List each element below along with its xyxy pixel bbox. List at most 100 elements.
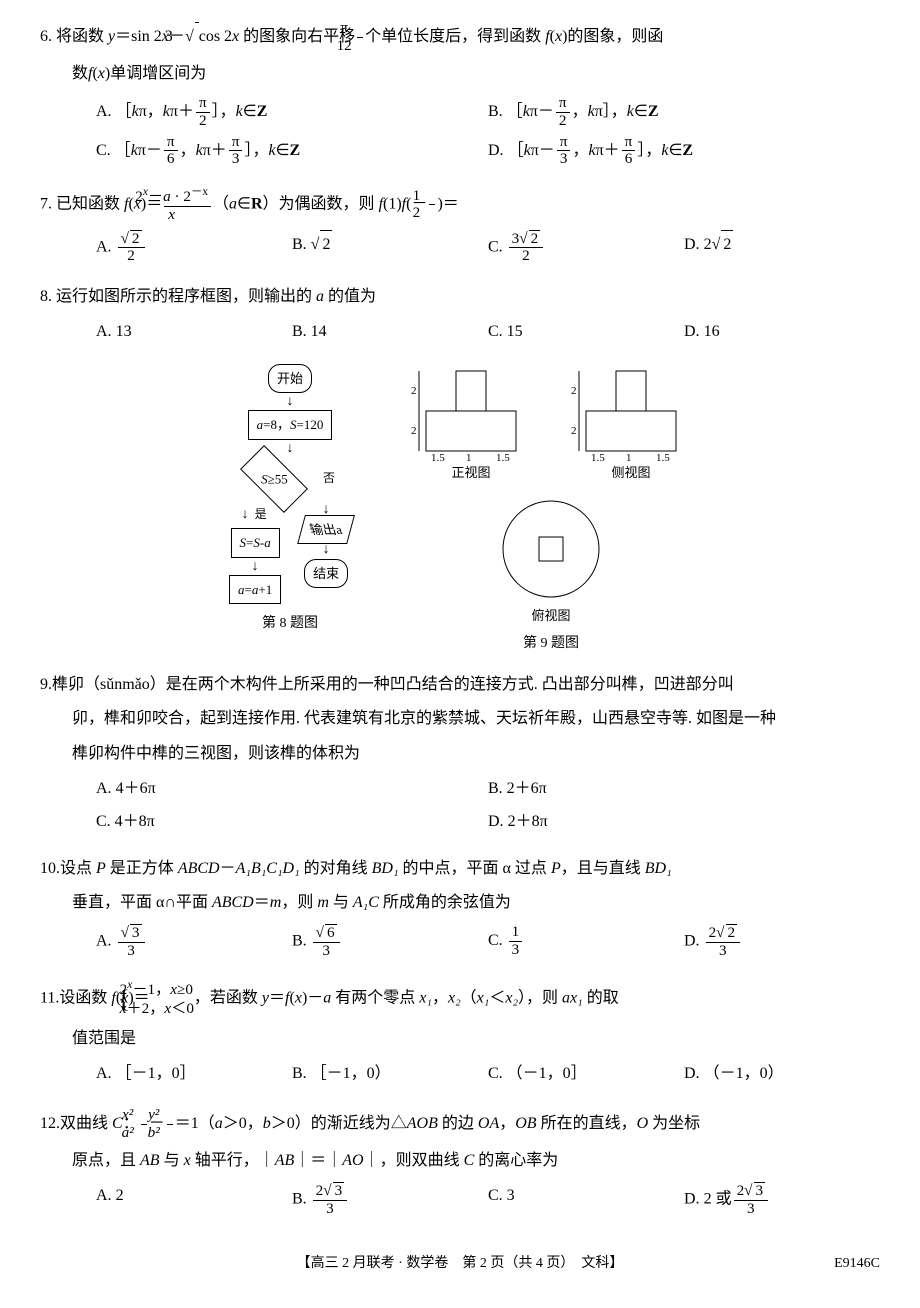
den: 3	[229, 151, 243, 168]
q12-option-a: A. 2	[96, 1182, 292, 1217]
flowchart-output: 输出a	[297, 515, 355, 544]
den: 3	[734, 1201, 769, 1218]
flowchart-start: 开始	[268, 364, 312, 393]
text: ，	[180, 142, 196, 159]
arrow-down-icon: ↓	[323, 504, 330, 515]
num: 22	[706, 924, 741, 943]
var-ab: AB	[275, 1152, 295, 1169]
fraction: π2	[196, 95, 210, 129]
var-c: C	[464, 1152, 475, 1169]
flowchart-condition: S≥55	[240, 445, 308, 513]
set-z: Z	[682, 142, 693, 159]
num: y²	[167, 1107, 173, 1125]
option-label: C.	[488, 932, 503, 949]
var-m: m	[317, 894, 329, 911]
cube-a1b1c1d1: A₁B₁C₁D₁	[236, 860, 300, 877]
text: 轴平行，｜	[191, 1152, 275, 1169]
den: 2	[509, 248, 544, 265]
var-k: k	[196, 142, 203, 159]
q8-option-c: C. 15	[488, 318, 684, 347]
var-x1: x₁	[419, 989, 432, 1006]
text: 2	[704, 236, 712, 253]
sqrt: 3	[333, 1182, 345, 1200]
var-k: k	[524, 142, 531, 159]
text: 将函数	[56, 28, 108, 45]
num: π	[556, 95, 570, 113]
den: 3	[509, 942, 523, 959]
q11-option-a: A. ［－1，0］	[96, 1060, 292, 1089]
option-label: D.	[684, 1065, 700, 1082]
q10-stem-line1: 10.设点 P 是正方体 ABCD－A₁B₁C₁D₁ 的对角线 BD₁ 的中点，…	[40, 855, 880, 884]
text: －1，	[132, 981, 170, 998]
var-f: f	[545, 28, 549, 45]
text: 垂直，平面 α∩平面	[72, 894, 212, 911]
arrow-down-icon: ↓	[252, 561, 259, 572]
flowchart-init: a=8，S=120	[248, 410, 333, 439]
view-pair: 2 2 1.5 1 1.5 正视图 2	[411, 361, 691, 484]
var-x: x	[184, 1152, 191, 1169]
q8-option-b: B. 14	[292, 318, 488, 347]
var-k: k	[132, 103, 139, 120]
radical-icon	[316, 924, 324, 941]
q11-option-d: D. （－1，0）	[684, 1060, 880, 1089]
var-x2: x₂	[505, 989, 518, 1006]
q9-options: A. 4＋6π B. 2＋6π C. 4＋8π D. 2＋8π	[40, 775, 880, 841]
option-value: 2	[116, 1187, 124, 1204]
var-k: k	[131, 142, 138, 159]
radical-icon	[323, 1182, 331, 1199]
q8-number: 8.	[40, 288, 52, 305]
front-view: 2 2 1.5 1 1.5 正视图	[411, 361, 531, 484]
text: 榫卯（sǔnmǎo）是在两个木构件上所采用的一种凹凸结合的连接方式. 凸出部分叫…	[52, 676, 734, 693]
text: ［	[507, 103, 523, 120]
var-aob: AOB	[407, 1115, 438, 1132]
den: 2	[118, 248, 145, 265]
text: 原点，且	[72, 1152, 140, 1169]
var-y: y	[262, 989, 269, 1006]
svg-text:2: 2	[571, 385, 577, 397]
fraction: 233	[313, 1182, 348, 1217]
q12-stem-line1: 12.双曲线 C：x²a²－y²b²＝1（a＞0，b＞0）的渐近线为△AOB 的…	[40, 1107, 880, 1141]
num: 2	[118, 230, 145, 249]
text: π＋	[203, 142, 227, 159]
question-9: 9.榫卯（sǔnmǎo）是在两个木构件上所采用的一种凹凸结合的连接方式. 凸出部…	[40, 671, 880, 841]
var-k: k	[588, 103, 595, 120]
text: 的离心率为	[474, 1152, 558, 1169]
q6-number: 6.	[40, 28, 52, 45]
q10-number: 10.	[40, 860, 60, 877]
radical-icon	[712, 236, 721, 253]
q10-option-a: A. 33	[96, 924, 292, 959]
text: 输出a	[307, 518, 345, 541]
text: cos 2	[199, 28, 232, 45]
den: 2	[556, 113, 570, 130]
flowchart-end: 结束	[304, 559, 348, 588]
option-value: ［－1，0］	[116, 1065, 196, 1082]
fraction: 33	[118, 924, 145, 959]
option-value: 3	[507, 1187, 515, 1204]
option-value: 4＋6π	[116, 780, 156, 797]
piecewise: 2x－1，x≥0x＋2，x＜0	[152, 978, 194, 1020]
svg-text:1.5: 1.5	[431, 452, 445, 461]
footer-text: 【高三 2 月联考 · 数学卷 第 2 页（共 4 页） 文科】	[297, 1256, 624, 1271]
svg-text:1: 1	[466, 452, 472, 461]
question-8: 8. 运行如图所示的程序框图，则输出的 a 的值为 A. 13 B. 14 C.…	[40, 283, 880, 657]
radical-icon	[185, 28, 194, 45]
fraction: 63	[313, 924, 340, 959]
text: 与	[160, 1152, 184, 1169]
text: 的图象，则函	[567, 28, 663, 45]
radical-icon	[311, 236, 320, 253]
var-k: k	[588, 142, 595, 159]
var-x1: x₁	[570, 989, 583, 1006]
text: · 2	[171, 188, 191, 205]
sqrt: 2	[130, 230, 142, 248]
svg-text:1.5: 1.5	[496, 452, 510, 461]
text: 运行如图所示的程序框图，则输出的	[56, 288, 316, 305]
text: 所成角的余弦值为	[379, 894, 511, 911]
text: π－	[138, 142, 162, 159]
flowchart-yes-label: 是	[255, 504, 267, 526]
text: ，	[432, 989, 448, 1006]
q10-option-c: C. 13	[488, 924, 684, 959]
q10-stem-line2: 垂直，平面 α∩平面 ABCD＝m，则 m 与 A₁C 所成角的余弦值为	[40, 889, 880, 918]
set-z: Z	[257, 103, 268, 120]
den: 3	[313, 1201, 348, 1218]
q9-option-a: A. 4＋6π	[96, 775, 488, 804]
